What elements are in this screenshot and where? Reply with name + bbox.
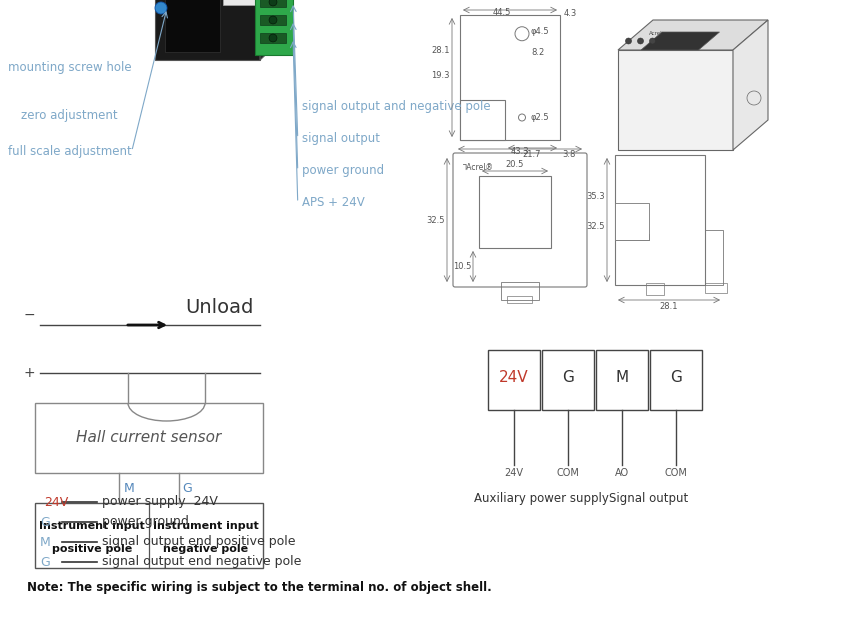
Bar xyxy=(705,283,727,293)
Bar xyxy=(460,100,505,140)
Circle shape xyxy=(626,38,632,44)
Text: Note: The specific wiring is subject to the terminal no. of object shell.: Note: The specific wiring is subject to … xyxy=(27,582,492,594)
Polygon shape xyxy=(641,32,719,50)
Text: 35.3: 35.3 xyxy=(586,192,605,201)
Bar xyxy=(501,282,539,300)
Text: −: − xyxy=(23,308,35,322)
Text: G: G xyxy=(562,370,574,384)
Bar xyxy=(255,0,293,55)
Text: 3.8: 3.8 xyxy=(562,150,575,159)
Text: mounting screw hole: mounting screw hole xyxy=(8,61,132,74)
Text: φ4.5: φ4.5 xyxy=(531,27,550,36)
Text: M: M xyxy=(123,482,134,495)
Text: G: G xyxy=(40,515,50,529)
Text: 28.1: 28.1 xyxy=(432,46,450,55)
Text: 20.5: 20.5 xyxy=(506,160,524,169)
Text: +: + xyxy=(23,366,35,380)
Text: ⅂Acrel®: ⅂Acrel® xyxy=(463,163,494,172)
Text: 21.7: 21.7 xyxy=(523,150,541,159)
Polygon shape xyxy=(260,0,290,60)
Text: M: M xyxy=(40,536,51,549)
Text: 24V: 24V xyxy=(499,370,529,384)
Text: signal output and negative pole: signal output and negative pole xyxy=(302,100,490,113)
Bar xyxy=(596,350,648,410)
Text: COM: COM xyxy=(665,468,688,478)
Text: Signal output: Signal output xyxy=(609,492,688,505)
Text: G: G xyxy=(40,556,50,569)
Bar xyxy=(507,296,532,303)
Text: 4.3: 4.3 xyxy=(564,9,577,18)
Bar xyxy=(260,15,286,25)
Bar xyxy=(165,0,220,52)
Text: 32.5: 32.5 xyxy=(427,216,445,225)
Polygon shape xyxy=(618,20,768,50)
Text: 43.3: 43.3 xyxy=(511,147,530,156)
Text: COM: COM xyxy=(557,468,580,478)
Text: positive pole: positive pole xyxy=(52,544,132,553)
Text: G: G xyxy=(183,482,192,495)
Polygon shape xyxy=(618,50,733,150)
Bar xyxy=(615,234,649,240)
Bar xyxy=(35,503,263,568)
Text: 28.1: 28.1 xyxy=(660,302,678,311)
Text: M: M xyxy=(615,370,628,384)
Text: zero adjustment: zero adjustment xyxy=(21,109,118,122)
Circle shape xyxy=(649,38,655,44)
Text: Auxiliary power supply: Auxiliary power supply xyxy=(473,492,609,505)
Circle shape xyxy=(638,38,643,44)
Text: φ2.5: φ2.5 xyxy=(531,113,550,122)
Polygon shape xyxy=(733,20,768,150)
Text: G: G xyxy=(670,370,682,384)
Bar xyxy=(615,203,649,240)
Bar xyxy=(542,350,594,410)
Text: 24V: 24V xyxy=(505,468,524,478)
Text: Unload: Unload xyxy=(185,298,253,317)
Bar xyxy=(705,231,723,285)
Text: signal output end positive pole: signal output end positive pole xyxy=(102,536,296,549)
Text: Instrument input: Instrument input xyxy=(39,521,144,531)
Bar xyxy=(260,0,286,7)
Text: negative pole: negative pole xyxy=(163,544,248,553)
Text: AO: AO xyxy=(615,468,629,478)
Text: 44.5: 44.5 xyxy=(493,8,511,17)
Bar xyxy=(650,350,702,410)
Text: 8.2: 8.2 xyxy=(531,48,544,57)
Circle shape xyxy=(269,0,277,6)
Text: APS + 24V: APS + 24V xyxy=(302,196,365,209)
Text: full scale adjustment: full scale adjustment xyxy=(8,145,133,158)
Text: signal output end negative pole: signal output end negative pole xyxy=(102,556,302,569)
Bar xyxy=(35,403,263,473)
Polygon shape xyxy=(155,0,260,60)
Bar xyxy=(460,15,560,140)
Text: signal output: signal output xyxy=(302,132,380,145)
Text: 19.3: 19.3 xyxy=(432,70,450,79)
Text: Acrel: Acrel xyxy=(649,31,663,36)
Text: power ground: power ground xyxy=(102,515,189,529)
Text: 24V: 24V xyxy=(44,495,68,509)
Text: power supply  24V: power supply 24V xyxy=(102,495,218,509)
Circle shape xyxy=(155,2,167,14)
Text: 32.5: 32.5 xyxy=(586,222,605,231)
Bar xyxy=(223,0,258,5)
Bar xyxy=(488,350,540,410)
Bar xyxy=(647,283,665,295)
Circle shape xyxy=(269,34,277,42)
Circle shape xyxy=(269,16,277,24)
Text: Instrument input: Instrument input xyxy=(153,521,259,531)
Bar xyxy=(615,155,705,285)
Bar xyxy=(260,33,286,43)
Text: power ground: power ground xyxy=(302,164,384,177)
Bar xyxy=(479,176,551,248)
Text: Hall current sensor: Hall current sensor xyxy=(76,430,222,446)
Text: 10.5: 10.5 xyxy=(452,262,471,271)
